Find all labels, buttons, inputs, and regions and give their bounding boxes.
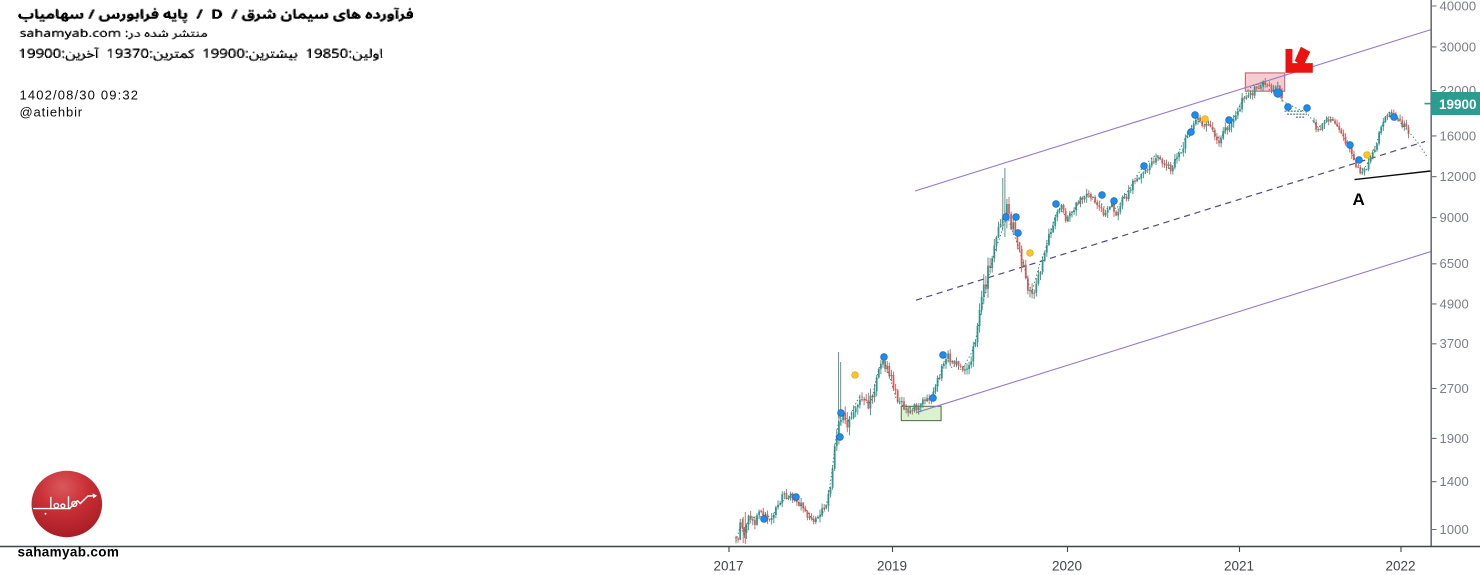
svg-text:19900: 19900 bbox=[1439, 97, 1477, 112]
svg-text:9000: 9000 bbox=[1440, 210, 1469, 225]
svg-text:2021: 2021 bbox=[1224, 559, 1254, 574]
svg-text:16000: 16000 bbox=[1440, 128, 1477, 143]
svg-text:4900: 4900 bbox=[1440, 296, 1469, 311]
svg-text:@atiehbir: @atiehbir bbox=[20, 105, 83, 120]
svg-text:2700: 2700 bbox=[1440, 381, 1469, 396]
svg-text:2022: 2022 bbox=[1385, 559, 1415, 574]
svg-text:30000: 30000 bbox=[1440, 39, 1477, 54]
svg-text:6500: 6500 bbox=[1440, 256, 1469, 271]
svg-text:sahamyab.com: sahamyab.com bbox=[18, 545, 120, 560]
svg-text:3700: 3700 bbox=[1440, 336, 1469, 351]
svg-text:2019: 2019 bbox=[877, 559, 907, 574]
svg-text:1000: 1000 bbox=[1440, 522, 1469, 537]
svg-text:1402/08/30 09:32: 1402/08/30 09:32 bbox=[20, 88, 140, 103]
svg-text:1900: 1900 bbox=[1440, 431, 1469, 446]
svg-text:2020: 2020 bbox=[1052, 559, 1082, 574]
svg-text:12000: 12000 bbox=[1440, 169, 1477, 184]
svg-text:40000: 40000 bbox=[1440, 0, 1477, 13]
svg-text:2017: 2017 bbox=[713, 559, 743, 574]
svg-text:1400: 1400 bbox=[1440, 474, 1469, 489]
svg-text:A: A bbox=[1353, 190, 1365, 209]
